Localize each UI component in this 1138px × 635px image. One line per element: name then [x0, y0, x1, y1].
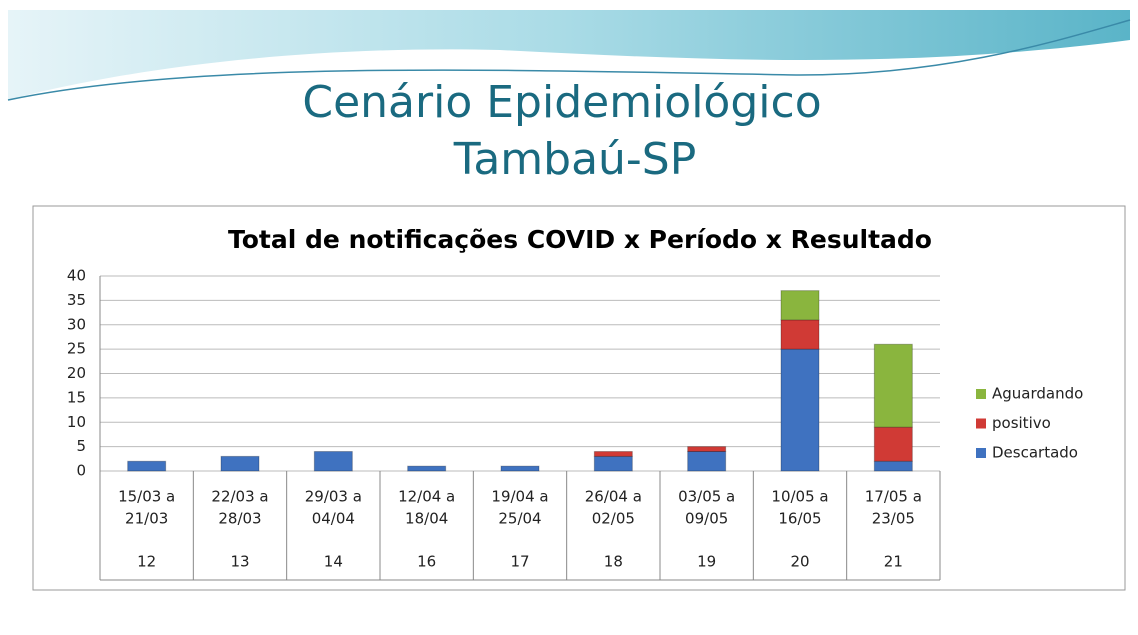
- legend-swatch: [976, 448, 986, 458]
- bar-segment: [874, 344, 912, 427]
- legend-swatch: [976, 389, 986, 399]
- x-tick-label: 25/04: [498, 510, 541, 528]
- bar-segment: [594, 452, 632, 457]
- y-tick-label: 40: [67, 267, 86, 285]
- x-tick-label: 19/04 a: [491, 488, 548, 506]
- y-tick-label: 5: [76, 437, 86, 455]
- x-tick-label: 04/04: [312, 510, 355, 528]
- week-label: 16: [417, 553, 436, 571]
- x-tick-label: 09/05: [685, 510, 728, 528]
- chart-title: Total de notificações COVID x Período x …: [228, 225, 932, 254]
- y-tick-label: 30: [67, 315, 86, 333]
- week-label: 13: [230, 553, 249, 571]
- slide-title: Cenário Epidemiológico: [302, 77, 821, 128]
- week-label: 14: [324, 553, 343, 571]
- bar-segment: [688, 447, 726, 452]
- week-label: 20: [790, 553, 809, 571]
- x-tick-label: 26/04 a: [585, 488, 642, 506]
- week-label: 17: [510, 553, 529, 571]
- y-tick-label: 25: [67, 340, 86, 358]
- bar-segment: [221, 456, 259, 471]
- x-tick-label: 16/05: [778, 510, 821, 528]
- week-label: 19: [697, 553, 716, 571]
- x-tick-label: 17/05 a: [865, 488, 922, 506]
- y-tick-label: 15: [67, 388, 86, 406]
- x-tick-label: 23/05: [872, 510, 915, 528]
- bar-segment: [781, 320, 819, 349]
- bar-segment: [781, 349, 819, 471]
- slide: Cenário Epidemiológico Tambaú-SP Total d…: [0, 0, 1138, 631]
- bar-segment: [874, 461, 912, 471]
- x-tick-label: 18/04: [405, 510, 448, 528]
- x-tick-label: 15/03 a: [118, 488, 175, 506]
- x-tick-label: 29/03 a: [305, 488, 362, 506]
- y-tick-label: 20: [67, 364, 86, 382]
- legend-label: Descartado: [992, 444, 1078, 462]
- bar-segment: [314, 452, 352, 472]
- bar-segment: [128, 461, 166, 471]
- x-tick-label: 22/03 a: [211, 488, 268, 506]
- week-label: 21: [884, 553, 903, 571]
- x-tick-label: 10/05 a: [771, 488, 828, 506]
- y-tick-label: 0: [76, 462, 86, 480]
- x-tick-label: 28/03: [218, 510, 261, 528]
- y-tick-label: 35: [67, 291, 86, 309]
- x-tick-label: 02/05: [592, 510, 635, 528]
- x-tick-label: 03/05 a: [678, 488, 735, 506]
- bar-segment: [408, 466, 446, 471]
- bar-segment: [501, 466, 539, 471]
- x-tick-label: 21/03: [125, 510, 168, 528]
- legend-label: positivo: [992, 414, 1051, 432]
- slide-subtitle: Tambaú-SP: [453, 134, 697, 185]
- bar-segment: [688, 452, 726, 472]
- bar-segment: [594, 456, 632, 471]
- bar-segment: [874, 427, 912, 461]
- y-tick-label: 10: [67, 413, 86, 431]
- week-label: 12: [137, 553, 156, 571]
- x-tick-label: 12/04 a: [398, 488, 455, 506]
- legend-label: Aguardando: [992, 385, 1083, 403]
- week-label: 18: [604, 553, 623, 571]
- bar-segment: [781, 291, 819, 320]
- legend-swatch: [976, 419, 986, 429]
